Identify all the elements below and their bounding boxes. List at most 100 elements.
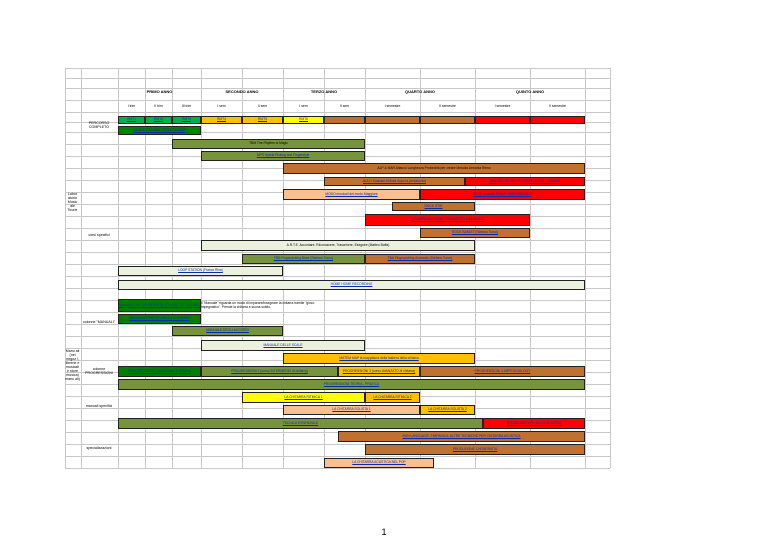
bar-label: ROCK STIR: [424, 203, 443, 208]
bar-empty: [420, 116, 475, 124]
bar-pop[interactable]: LA CHITARRA ACUSTICA NEL POP: [324, 458, 434, 468]
bar-tbm[interactable]: TBM The Rhythm is Magic: [172, 139, 365, 149]
bar-p3[interactable]: PROGRESSIONI 3 (corso AVANZATO di chitar…: [338, 366, 420, 377]
year-header-3: TERZO ANNO: [310, 89, 338, 94]
grid-line: [65, 228, 610, 229]
grid-line: [585, 68, 586, 468]
period-8: I semestre: [384, 104, 401, 108]
grid-line: [65, 312, 610, 313]
bar-buld[interactable]: BULD Suonare il blues dopo la pentatonic…: [324, 177, 465, 186]
bar-mps[interactable]: MPS Hybrid Picking and Fingerstyle: [201, 151, 365, 161]
grid-line: [65, 264, 610, 265]
grid-line: [65, 112, 610, 113]
bar-b4[interactable]: RMT4: [201, 116, 242, 124]
bar-man1[interactable]: MANUALE DEL CHITARRISTA VOLUME 1 E VOLUM…: [118, 299, 201, 312]
bar-fbb[interactable]: FBB Fingerpicking Base (Stefano Turco): [242, 254, 365, 264]
bar-jazz-r[interactable]: MODI musicali SCALE JAZZ AVANZATI: [420, 189, 585, 200]
bar-p1[interactable]: PROGRESSIONI 1 (corso base di chitarra): [118, 366, 201, 377]
bar-speed[interactable]: SPEED MASTERY ALLA CHITARRA: [483, 418, 585, 429]
bar-rock-m[interactable]: ROCK BANDIT (Stefano Turco): [420, 228, 530, 238]
bar-label: MODI musicali SCALE JAZZ AVANZATI: [473, 191, 532, 196]
bar-arpeggi[interactable]: GLI ARPEGGI COME STRUMENTO MELODICO: [365, 214, 530, 226]
bar-empty: [324, 116, 365, 124]
bar-acu[interactable]: RUN LANGUAGE, TIMPANICA, ALTRE TECNICHE …: [338, 431, 585, 442]
bar-b3[interactable]: RMT3: [172, 116, 201, 124]
bar-p2[interactable]: PROGRESSIONI 2 (corso INTERMEDIO di chit…: [201, 366, 338, 377]
bar-label: PROGRESSIONI 3 (corso AVANZATO di chitar…: [342, 368, 416, 373]
bar-ptp[interactable]: PROGRESSIONI TEORIA - PRATICA: [118, 379, 585, 390]
bar-label: MODO musicali del modo Maggiore: [325, 191, 378, 196]
grid-line: [65, 276, 610, 277]
period-1: I trim: [127, 104, 136, 108]
bar-label: PRODUZIONE CHITARRISTA: [452, 446, 498, 451]
bar-cr2[interactable]: LA CHITARRA RITMICA 2: [365, 392, 420, 403]
period-3: III trim: [181, 104, 192, 108]
grid-line: [530, 68, 531, 468]
bar-modern-r[interactable]: MODERN BLUES SUONARE COME I GRANDI: [465, 177, 585, 186]
label-manuali-specifici: manuali specifici: [85, 404, 113, 408]
grid-line: [324, 68, 325, 468]
bar-arte[interactable]: A.R.T.E. Accordare, Riconoscere, Trascri…: [201, 240, 475, 251]
period-9: II semestre: [439, 104, 456, 108]
bar-ltm[interactable]: LEGGE ITALIANA TERZA CLASSE: [118, 126, 201, 135]
bar-label: GLI ARPEGGI COME STRUMENTO MELODICO: [411, 217, 484, 222]
grid-line: [65, 324, 610, 325]
bar-label: RMT6: [299, 117, 308, 122]
grid-line: [65, 204, 610, 205]
grid-line: [420, 68, 421, 468]
bar-cs1[interactable]: LA CHITARRA SOLISTA 1: [283, 405, 420, 415]
bar-b5[interactable]: RMT5: [242, 116, 283, 124]
label-laboratorio: Labor atorio Music ale Teorie: [67, 192, 78, 212]
bar-label: MATEM MAP la mappatura della tastiera de…: [339, 355, 419, 360]
bar-label: FBB Fingerpicking Base (Stefano Turco): [273, 256, 333, 261]
period-10: I semestre: [494, 104, 511, 108]
period-7: II sem: [339, 104, 350, 108]
label-manuali-group: Manu ali (nei negoz i, librerie e musica…: [65, 349, 80, 381]
bar-b2[interactable]: RMT2: [145, 116, 172, 124]
bar-label: MANUALE DEGLI ACCORDI: [206, 328, 249, 333]
bar-label: MANUALE DEL CHITARRISTA VOLUME 1 E VOLUM…: [118, 302, 201, 307]
bar-cs2[interactable]: LA CHITARRA SOLISTA 2: [420, 405, 475, 415]
period-4: I sem: [217, 104, 226, 108]
year-header-2: SECONDO ANNO: [225, 89, 259, 94]
bar-label: FBA Fingerpicking Avanzato (Stefano Turc…: [387, 256, 453, 261]
label-corsi-specifici: corsi specifici: [88, 233, 110, 237]
bar-mfc[interactable]: MATEM MAP la mappatura della tastiera de…: [283, 353, 475, 364]
bar-man4[interactable]: MANUALE DELLE SCALE: [201, 340, 365, 351]
bar-home[interactable]: HOME HOME RECORDING: [118, 280, 585, 290]
bar-pro[interactable]: PRODUZIONE CHITARRISTA: [365, 444, 585, 455]
bar-cr1[interactable]: LA CHITARRA RITMICA 1: [242, 392, 365, 403]
year-header-1: PRIMO ANNO: [146, 89, 173, 94]
grid-line: [283, 68, 284, 468]
grid-line: [65, 336, 610, 337]
grid-line: [65, 444, 610, 445]
grid-line: [65, 252, 610, 253]
bar-p4[interactable]: PROGRESSIONI 4 ARPEGGIOLOGY: [420, 366, 585, 377]
bar-label: RUN LANGUAGE, TIMPANICA, ALTRE TECNICHE …: [402, 433, 521, 438]
bar-mmm[interactable]: MODO musicali del modo Maggiore: [283, 189, 420, 200]
bar-loop[interactable]: LOOP STATION (Franco Riva): [118, 266, 283, 276]
bar-label: LA CHITARRA SOLISTA 1: [332, 407, 371, 412]
label-colonne-manuali: colonne "MANUALI": [82, 320, 116, 324]
bar-fba[interactable]: FBA Fingerpicking Avanzato (Stefano Turc…: [365, 254, 475, 264]
bar-label: LA CHITARRA ACUSTICA NEL POP: [352, 460, 406, 465]
bar-man2[interactable]: MANUALE PRATICO DELLA CHITARRA: [118, 314, 201, 324]
bar-empty: [475, 116, 530, 124]
bar-amr[interactable]: ALP & MAR Attacco Lunghezza Profondità p…: [283, 163, 585, 174]
grid-line: [65, 300, 610, 301]
bar-label: PROGRESSIONI 2 (corso INTERMEDIO di chit…: [231, 368, 308, 373]
bar-man3[interactable]: MANUALE DEGLI ACCORDI: [172, 326, 283, 336]
bar-label: RMT5: [258, 117, 267, 122]
grid-line: [65, 68, 66, 468]
bar-label: RMT4: [217, 117, 226, 122]
bar-label: TBM The Rhythm is Magic: [249, 141, 288, 146]
bar-label: TECNICA ESSENZIALE: [282, 420, 319, 425]
bar-tech[interactable]: TECNICA ESSENZIALE: [118, 418, 483, 429]
bar-b6[interactable]: RMT6: [283, 116, 324, 124]
bar-rock[interactable]: ROCK STIR: [392, 202, 475, 211]
grid-line: [65, 468, 610, 469]
bar-label: LA CHITARRA RITMICA 1: [284, 394, 323, 399]
bar-label: ROCK BANDIT (Stefano Turco): [451, 230, 499, 235]
bar-b1[interactable]: RMT1: [118, 116, 145, 124]
